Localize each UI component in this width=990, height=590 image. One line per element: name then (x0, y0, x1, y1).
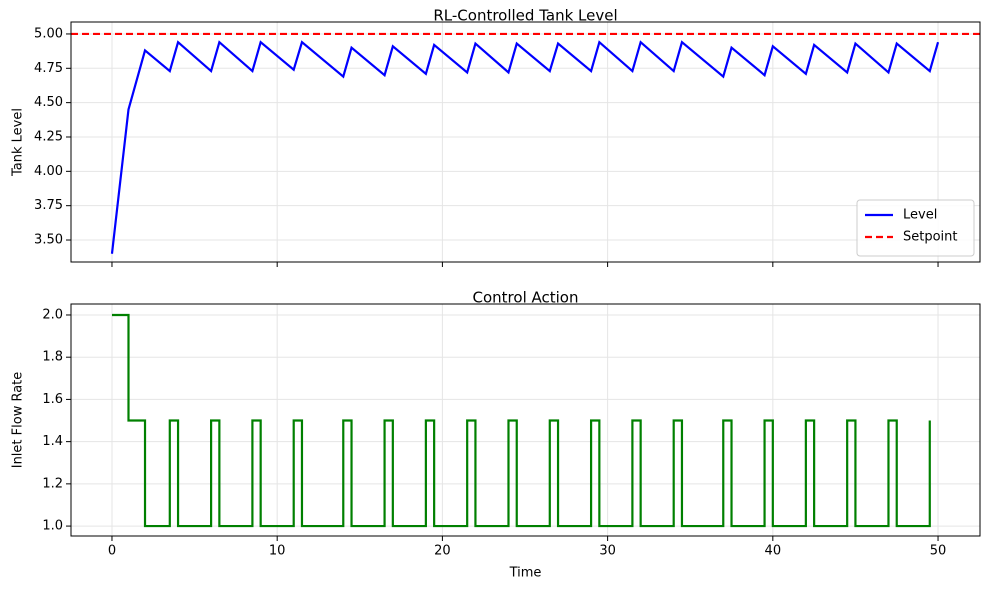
y-tick-label: 4.75 (34, 61, 63, 76)
legend-label: Level (903, 208, 937, 223)
chart-title: RL-Controlled Tank Level (433, 7, 617, 25)
chart-title: Control Action (473, 289, 579, 307)
y-tick-label: 1.2 (42, 476, 63, 491)
x-tick-label: 50 (930, 544, 947, 559)
x-axis-label: Time (509, 566, 542, 581)
plot-frame (70, 303, 981, 537)
y-axis-label: Tank Level (11, 108, 26, 177)
step-line (111, 313, 931, 528)
legend-label: Setpoint (903, 230, 958, 245)
y-tick-label: 3.50 (34, 233, 63, 248)
x-tick-label: 40 (765, 544, 782, 559)
x-tick-label: 10 (269, 544, 286, 559)
y-tick-label: 2.0 (42, 307, 63, 322)
line (110, 40, 940, 254)
x-tick-label: 30 (599, 544, 616, 559)
y-tick-label: 4.50 (34, 95, 63, 110)
plot-frame (70, 21, 981, 263)
y-tick-label: 1.0 (42, 519, 63, 534)
x-tick-label: 0 (108, 544, 116, 559)
y-tick-label: 3.75 (34, 198, 63, 213)
y-tick-label: 1.8 (42, 350, 63, 365)
y-tick-label: 1.6 (42, 392, 63, 407)
y-axis-label: Inlet Flow Rate (11, 372, 26, 469)
y-tick-label: 5.00 (34, 26, 63, 41)
x-tick-label: 20 (434, 544, 451, 559)
y-tick-label: 1.4 (42, 434, 63, 449)
y-tick-label: 4.25 (34, 129, 63, 144)
y-tick-label: 4.00 (34, 164, 63, 179)
